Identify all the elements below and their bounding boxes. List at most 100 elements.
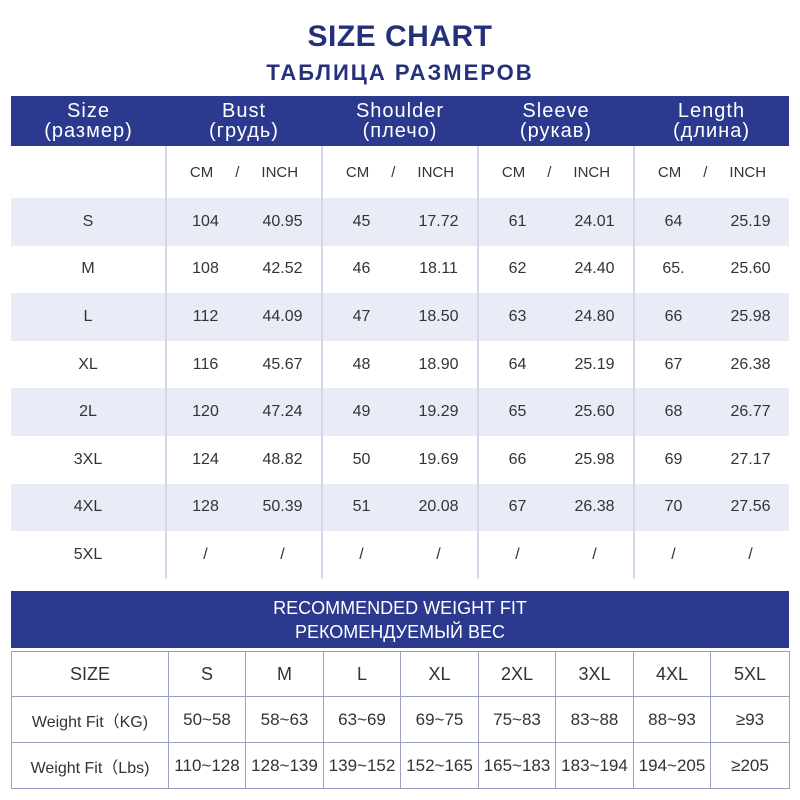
inch-value: 24.80 [574,307,615,325]
unit-inch: INCH [417,163,455,181]
weight-title-russian: РЕКОМЕНДУЕМЫЙ ВЕС [294,622,505,642]
col-header-size: Size (размер) [11,96,166,146]
title-english: SIZE CHART [307,20,493,53]
weight-value-cell: 152~165 [400,742,479,789]
weight-size-row: SIZE S M L XL 2XL 3XL 4XL 5XL [11,651,790,697]
col-header-length: Length (длина) [634,96,789,146]
measure-pair: / / [323,546,477,564]
units-shoulder: CM / INCH [321,146,478,198]
measure-pair: 61 24.01 [479,213,633,231]
weight-value-cell: 83~88 [555,696,634,743]
inch-value: 48.82 [262,450,303,468]
size-label: 2L [11,388,166,436]
col-header-shoulder: Shoulder (плечо) [322,96,478,146]
weight-fit-header: RECOMMENDED WEIGHT FIT РЕКОМЕНДУЕМЫЙ ВЕС [11,591,789,648]
inch-value: 25.19 [730,212,771,230]
size-row: S 104 40.95 45 17.72 61 24.01 64 25.19 [11,198,789,246]
cm-value: 47 [352,307,371,325]
col-header-ru: (длина) [673,120,750,142]
inch-value: / [592,545,597,563]
cm-value: 124 [192,450,219,468]
measure-cell: 66 25.98 [633,293,789,341]
unit-separator: / [235,163,240,181]
inch-value: / [436,545,441,563]
size-row: 5XL / / / / / / / / [11,531,789,579]
cm-value: 66 [508,450,527,468]
weight-row-label: Weight Fit（KG) [11,696,169,743]
cm-value: 50 [352,450,371,468]
col-header-en: Size [67,100,110,122]
col-header-en: Sleeve [522,100,590,122]
cm-value: 70 [664,498,683,516]
measure-cell: 67 26.38 [633,340,789,389]
measure-cell: 120 47.24 [165,388,322,436]
measure-cell: / / [165,531,322,579]
weight-size-cell: L [323,651,401,697]
measure-cell: 104 40.95 [165,198,322,246]
measure-cell: 46 18.11 [321,245,478,294]
measure-cell: 66 25.98 [477,435,634,484]
size-label: L [11,293,166,341]
weight-size-cell: M [245,651,324,697]
measure-pair: 65. 25.60 [635,260,789,278]
inch-value: 20.08 [418,498,459,516]
measure-pair: 69 27.17 [635,451,789,469]
cm-value: 67 [664,355,683,373]
size-label: S [11,198,166,246]
weight-value-cell: ≥205 [710,742,790,789]
inch-value: / [748,545,753,563]
inch-value: / [280,545,285,563]
unit-cm: CM [657,163,682,181]
measure-pair: 46 18.11 [323,260,477,278]
cm-value: 128 [192,498,219,516]
measure-pair: 66 25.98 [479,451,633,469]
measure-pair: 63 24.80 [479,308,633,326]
inch-value: 26.77 [730,403,771,421]
size-label: 4XL [11,483,166,532]
weight-row-label: Weight Fit（Lbs) [11,742,169,789]
measure-pair: 47 18.50 [323,308,477,326]
weight-value-cell: 165~183 [478,742,556,789]
unit-inch: INCH [729,163,767,181]
measure-pair: 120 47.24 [167,403,321,421]
size-row: 4XL 128 50.39 51 20.08 67 26.38 70 27.56 [11,483,789,532]
inch-value: 18.90 [418,355,459,373]
inch-value: 19.29 [418,403,459,421]
inch-value: 42.52 [262,260,303,278]
cm-value: 67 [508,498,527,516]
measure-cell: / / [633,531,789,579]
measure-pair: 51 20.08 [323,498,477,516]
measure-cell: 48 18.90 [321,340,478,389]
measure-cell: 128 50.39 [165,483,322,532]
size-row: L 112 44.09 47 18.50 63 24.80 66 25.98 [11,293,789,341]
inch-value: 47.24 [262,403,303,421]
inch-value: 24.01 [574,212,615,230]
cm-value: 48 [352,355,371,373]
inch-value: 25.98 [574,450,615,468]
cm-value: 116 [192,355,219,373]
inch-value: 26.38 [730,355,771,373]
unit-cm: CM [501,163,526,181]
measure-pair: / / [479,546,633,564]
units-length: CM / INCH [633,146,789,198]
cm-value: 120 [192,403,219,421]
weight-size-cell: 2XL [478,651,556,697]
measure-cell: 64 25.19 [633,198,789,246]
cm-value: / [515,545,520,563]
measure-cell: 61 24.01 [477,198,634,246]
unit-separator: / [391,163,396,181]
measure-cell: 47 18.50 [321,293,478,341]
size-label: XL [78,355,98,373]
inch-value: 44.09 [262,307,303,325]
unit-inch: INCH [261,163,299,181]
measure-pair: 67 26.38 [479,498,633,516]
cm-value: 64 [664,212,683,230]
size-row: 2L 120 47.24 49 19.29 65 25.60 68 26.77 [11,388,789,436]
measure-pair: 68 26.77 [635,403,789,421]
measure-cell: 67 26.38 [477,483,634,532]
size-table-header: Size (размер) Bust (грудь) Shoulder (плечо)… [11,96,789,146]
unit-inch: INCH [573,163,611,181]
measure-pair: 70 27.56 [635,498,789,516]
measure-pair: 48 18.90 [323,356,477,374]
inch-value: 27.17 [730,450,771,468]
